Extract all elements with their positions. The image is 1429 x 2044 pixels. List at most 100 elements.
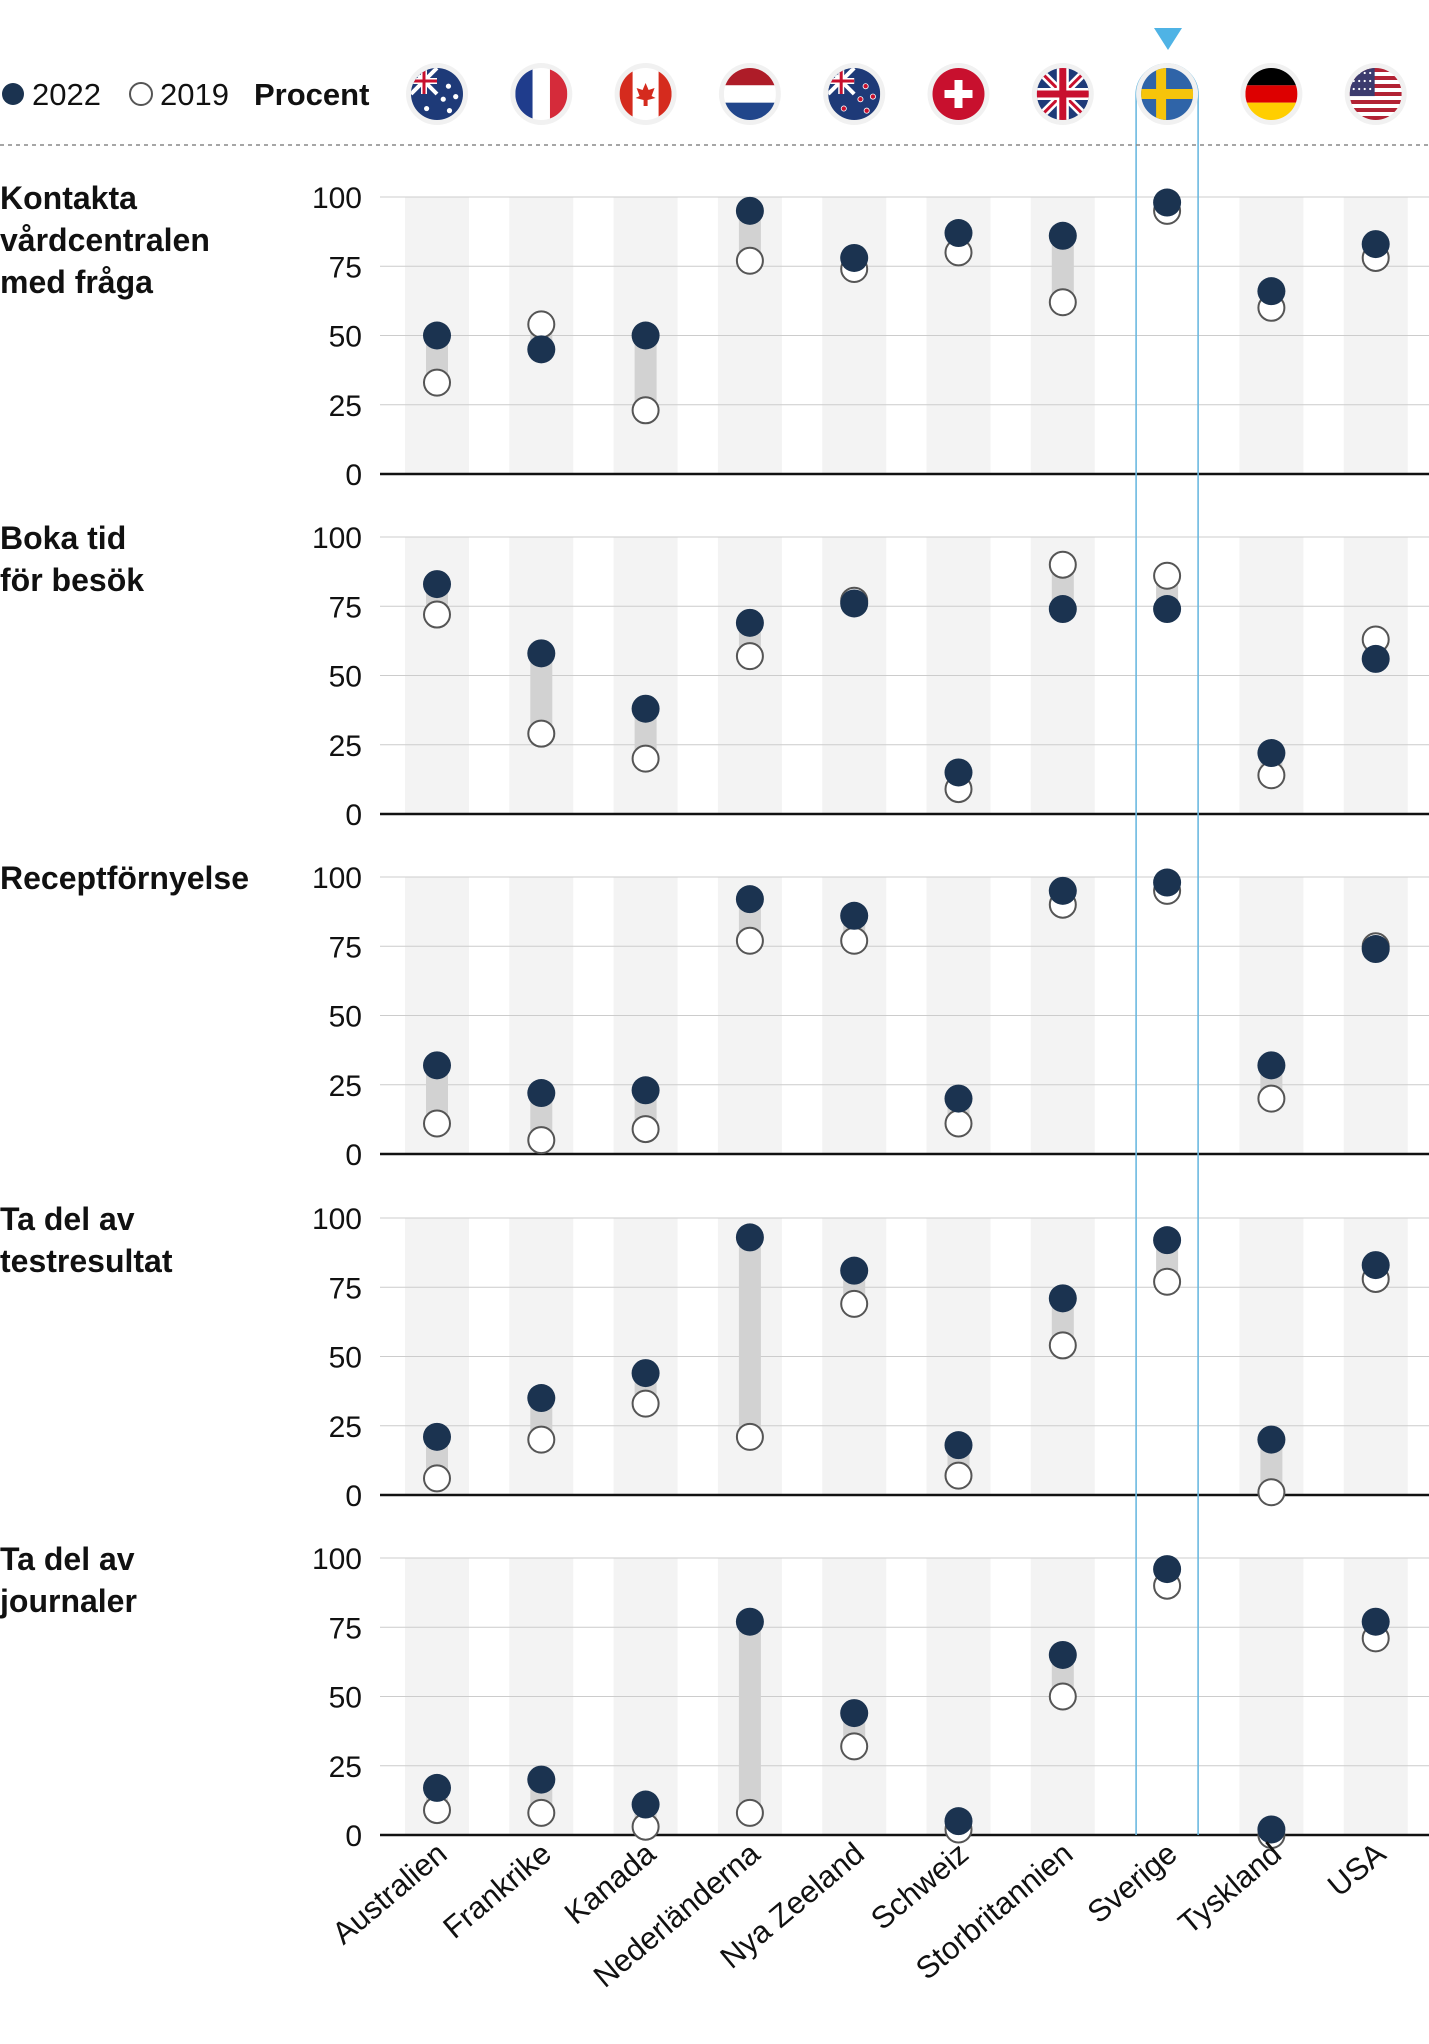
legend-unit-label: Procent: [254, 77, 369, 112]
dot-2022-sverige: [1153, 1555, 1182, 1584]
y-tick-label: 0: [345, 459, 362, 492]
range-bar: [426, 1065, 448, 1124]
dot-2019-nederlanderna: [735, 1422, 764, 1451]
dot-2019-nya-zeeland: [840, 926, 869, 955]
y-tick-label: 75: [329, 251, 362, 284]
y-tick-label: 50: [329, 321, 362, 354]
panel-title: vårdcentralen: [0, 222, 210, 258]
gridlines: [380, 196, 1429, 1837]
dot-2022-frankrike: [527, 1765, 556, 1794]
dot-2019-frankrike: [527, 719, 556, 748]
australia-flag: [406, 63, 468, 125]
dot-2022-sverige: [1153, 1226, 1182, 1255]
y-tick-label: 100: [312, 862, 362, 895]
y-tick-label: 75: [329, 931, 362, 964]
y-tick-label: 25: [329, 730, 362, 763]
dot-2019-frankrike: [527, 1126, 556, 1155]
dot-2022-usa: [1361, 230, 1390, 259]
y-tick-label: 0: [345, 799, 362, 832]
y-tick-label: 0: [345, 1139, 362, 1172]
dot-2022-storbritannien: [1048, 221, 1077, 250]
dot-2022-schweiz: [944, 1431, 973, 1460]
y-tick-label: 100: [312, 1203, 362, 1236]
legend-2022-label: 2022: [32, 77, 101, 112]
country-label-usa: USA: [1321, 1835, 1393, 1903]
germany-flag: [1240, 63, 1303, 125]
y-tick-label: 50: [329, 1682, 362, 1715]
dot-2022-usa: [1361, 1251, 1390, 1280]
y-tick-label: 0: [345, 1820, 362, 1853]
dot-2019-storbritannien: [1048, 1682, 1077, 1711]
dot-2022-australien: [423, 321, 451, 350]
dot-2019-schweiz: [944, 1109, 973, 1138]
panel-title: Ta del av: [0, 1541, 135, 1577]
panel-title: Receptförnyelse: [0, 860, 249, 896]
dot-2022-usa: [1361, 935, 1390, 964]
y-tick-label: 25: [329, 1411, 362, 1444]
dot-2019-schweiz: [944, 1461, 973, 1490]
dot-2022-nya-zeeland: [840, 589, 869, 618]
dot-2019-nederlanderna: [735, 642, 764, 671]
switzerland-flag: [927, 63, 990, 125]
dot-2022-australien: [423, 570, 451, 599]
legend-2019-label: 2019: [160, 77, 229, 112]
dot-2022-nya-zeeland: [840, 1699, 869, 1728]
dot-2019-frankrike: [527, 310, 556, 339]
dot-2022-nya-zeeland: [840, 901, 869, 930]
dot-2022-frankrike: [527, 1384, 556, 1413]
panel-title: Boka tid: [0, 520, 126, 556]
y-tick-label: 75: [329, 1612, 362, 1645]
dot-2022-australien: [423, 1051, 451, 1080]
dot-2022-kanada: [631, 1076, 660, 1105]
dot-2022-tyskland: [1257, 1425, 1286, 1454]
dot-2019-storbritannien: [1048, 550, 1077, 579]
dot-2022-usa: [1361, 1607, 1390, 1636]
dot-2022-nederlanderna: [735, 1607, 764, 1636]
y-tick-label: 50: [329, 661, 362, 694]
dot-2022-schweiz: [944, 1084, 973, 1113]
y-tick-label: 100: [312, 522, 362, 555]
y-tick-label: 0: [345, 1480, 362, 1513]
dot-2019-frankrike: [527, 1798, 556, 1827]
legend-2022-dot: [2, 83, 24, 105]
dot-2019-australien: [423, 368, 451, 397]
dot-2022-schweiz: [944, 1807, 973, 1836]
dot-2022-nya-zeeland: [840, 243, 869, 272]
y-tick-label: 100: [312, 1543, 362, 1576]
range-bar: [738, 1237, 761, 1437]
dot-2019-nya-zeeland: [840, 1289, 869, 1318]
dot-2019-storbritannien: [1048, 1331, 1077, 1360]
highlight-marker-icon: [1154, 28, 1182, 50]
uk-flag: [1031, 63, 1094, 125]
panel-title: journaler: [0, 1583, 137, 1619]
dot-2019-storbritannien: [1048, 288, 1077, 317]
legend: 2022 2019 Procent: [2, 77, 369, 112]
dot-2022-kanada: [631, 321, 660, 350]
france-flag: [510, 63, 573, 125]
range-bar: [634, 335, 657, 411]
country-label-tyskland: Tyskland: [1172, 1836, 1288, 1941]
panel-title: med fråga: [0, 264, 153, 300]
y-tick-label: 25: [329, 390, 362, 423]
dot-2019-australien: [423, 600, 451, 629]
usa-flag: [1344, 63, 1407, 125]
dot-2022-tyskland: [1257, 739, 1286, 768]
flag-row: [406, 63, 1407, 125]
dot-2022-frankrike: [527, 1079, 556, 1108]
dot-2022-frankrike: [527, 335, 556, 364]
dot-2022-storbritannien: [1048, 1640, 1077, 1669]
dot-2019-nederlanderna: [735, 246, 764, 275]
y-tick-label: 50: [329, 1342, 362, 1375]
y-tick-label: 50: [329, 1001, 362, 1034]
dot-2022-tyskland: [1257, 1815, 1286, 1844]
canada-flag: [614, 63, 677, 125]
sweden-flag: [1136, 63, 1199, 125]
country-label-frankrike: Frankrike: [436, 1836, 557, 1946]
panel-titles: Kontakta vårdcentralen med fråga Boka tid fö…: [0, 180, 249, 1619]
dot-2022-nederlanderna: [735, 1223, 764, 1252]
dot-2019-tyskland: [1257, 1084, 1286, 1113]
dot-2019-tyskland: [1257, 1478, 1286, 1507]
legend-2019-dot: [129, 82, 153, 106]
